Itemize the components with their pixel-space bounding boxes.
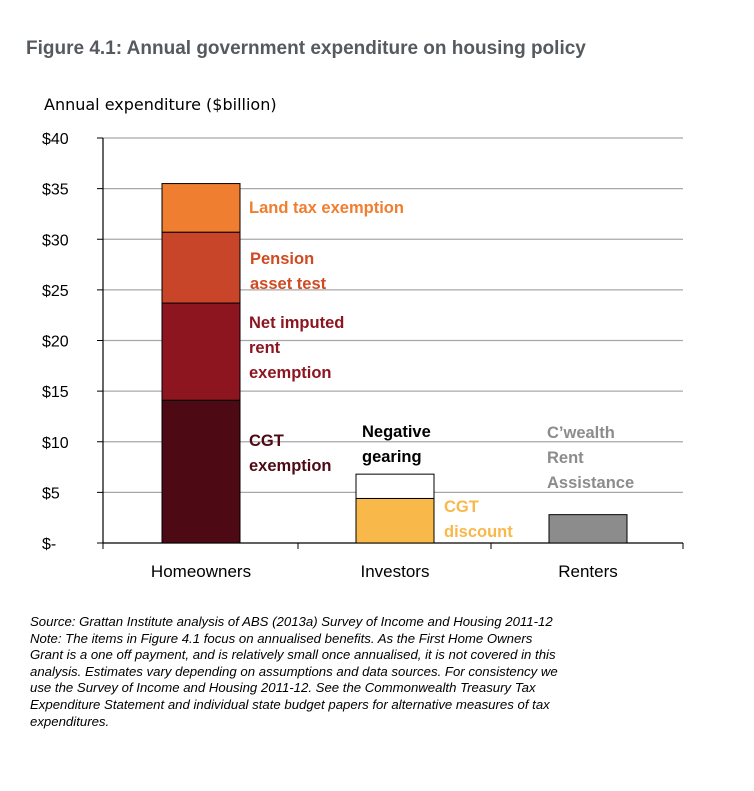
x-category-label: Investors: [361, 562, 430, 581]
y-tick-label: $-: [42, 536, 56, 553]
y-tick-label: $10: [42, 435, 69, 452]
x-category-label: Renters: [558, 562, 618, 581]
segment-label-line: exemption: [249, 457, 332, 475]
notes: Source: Grattan Institute analysis of AB…: [30, 614, 730, 730]
segment-label-line: CGT: [249, 432, 284, 450]
segment-label-line: Rent: [547, 449, 584, 467]
bar-segment: [161, 183, 241, 233]
segment-label-line: Pension: [250, 250, 314, 268]
bar-segment: [548, 514, 628, 544]
category-labels: Homeowners Investors Renters: [151, 562, 618, 581]
segment-label: CGT exemption: [249, 432, 332, 475]
y-tick-label: $20: [42, 334, 69, 351]
segment-label-line: asset test: [250, 275, 327, 293]
segment-label-line: CGT: [444, 498, 479, 516]
segment-labels: CGT exemption Net imputed rent exemption Pens…: [249, 199, 634, 541]
axes: $- $5 $10 $15 $20 $25 $30 $35 $40: [42, 131, 684, 553]
segment-label-line: C’wealth: [547, 424, 615, 442]
y-tick-label: $15: [42, 384, 69, 401]
segment-label-line: Assistance: [547, 474, 634, 492]
bar-segment: [355, 497, 435, 544]
note-line: Note: The items in Figure 4.1 focus on a…: [30, 630, 533, 646]
note-line: analysis. Estimates vary depending on as…: [30, 663, 558, 679]
bars: [161, 183, 628, 544]
y-tick-label: $40: [42, 131, 69, 148]
bar-segment: [161, 231, 241, 304]
note-line: use the Survey of Income and Housing 201…: [30, 680, 536, 696]
y-tick-label: $25: [42, 283, 69, 300]
y-tick-label: $5: [42, 485, 60, 502]
segment-label-line: exemption: [249, 364, 332, 382]
segment-label-line: Negative: [362, 423, 431, 441]
segment-label-line: Net imputed: [249, 314, 344, 332]
segment-label-line: discount: [444, 523, 513, 541]
stacked-bar-chart: Annual expenditure ($billion) $- $5 $10 $15…: [42, 95, 684, 581]
segment-label: C’wealth Rent Assistance: [547, 424, 634, 492]
segment-label: Land tax exemption: [249, 199, 404, 217]
y-tick-label: $30: [42, 232, 69, 249]
segment-label: Net imputed rent exemption: [249, 314, 344, 382]
segment-label-line: rent: [249, 339, 281, 357]
segment-label: Pension asset test: [250, 250, 327, 293]
bar-segment: [355, 473, 435, 499]
note-line: Expenditure Statement and individual sta…: [30, 696, 550, 712]
segment-label: CGT discount: [444, 498, 513, 541]
source-text: Source: Grattan Institute analysis of AB…: [30, 614, 553, 629]
bar-segment: [161, 399, 241, 544]
y-tick-label: $35: [42, 182, 69, 199]
note-line: expenditures.: [30, 713, 110, 729]
figure-title: Figure 4.1: Annual government expenditur…: [26, 38, 586, 59]
segment-label-line: Land tax exemption: [249, 199, 404, 217]
x-category-label: Homeowners: [151, 562, 251, 581]
segment-label-line: gearing: [362, 448, 422, 466]
bar-segment: [161, 302, 241, 401]
y-axis-label: Annual expenditure ($billion): [44, 95, 277, 114]
segment-label: Negative gearing: [362, 423, 431, 466]
note-line: Grant is a one off payment, and is relat…: [30, 647, 556, 663]
